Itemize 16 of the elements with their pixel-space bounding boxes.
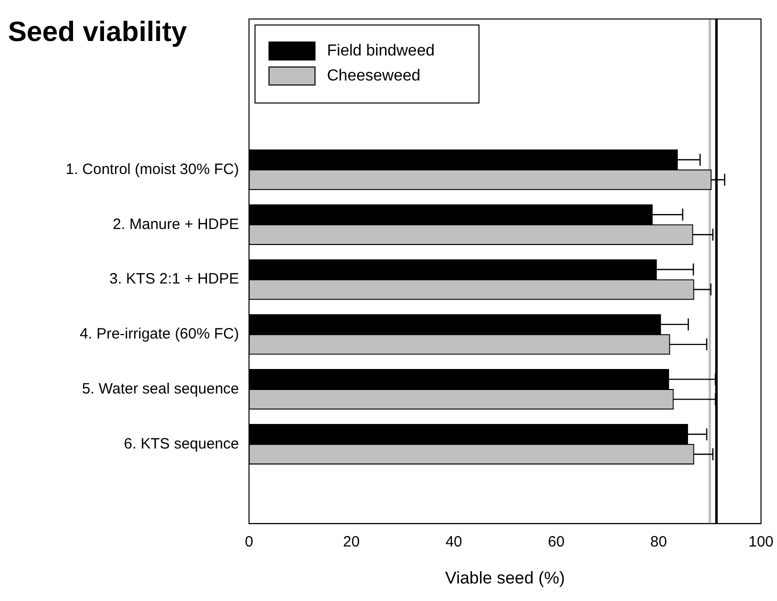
chart-title: Seed viability [8, 16, 187, 48]
y-tick-label: 6. KTS sequence [124, 435, 239, 452]
x-tick-label: 0 [244, 534, 254, 551]
y-tick-label: 3. KTS 2:1 + HDPE [109, 270, 239, 288]
x-tick-label: 100 [748, 534, 774, 551]
legend-label: Field bindweed [327, 42, 435, 60]
y-tick-label: 1. Control (moist 30% FC) [66, 160, 239, 178]
y-tick-label: 5. Water seal sequence [82, 380, 239, 398]
x-tick-label: 20 [343, 534, 360, 551]
y-tick-label: 4. Pre-irrigate (60% FC) [80, 326, 239, 343]
y-tick-label: 2. Manure + HDPE [112, 216, 239, 233]
x-tick-label: 40 [445, 534, 462, 551]
legend-label: Cheeseweed [327, 67, 420, 84]
x-axis-title: Viable seed (%) [445, 568, 565, 588]
x-tick-label: 80 [650, 534, 667, 551]
x-tick-label: 60 [548, 534, 565, 551]
